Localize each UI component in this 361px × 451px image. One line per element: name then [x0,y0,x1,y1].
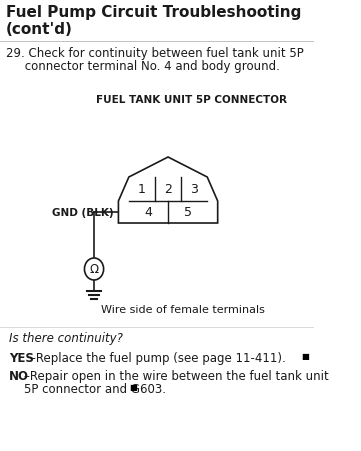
Text: 5: 5 [184,206,192,219]
Text: FUEL TANK UNIT 5P CONNECTOR: FUEL TANK UNIT 5P CONNECTOR [96,95,287,105]
Text: Ω: Ω [90,263,99,276]
Text: Is there continuity?: Is there continuity? [9,331,123,344]
Text: –Repair open in the wire between the fuel tank unit: –Repair open in the wire between the fue… [25,369,329,382]
Text: Wire side of female terminals: Wire side of female terminals [101,304,265,314]
Polygon shape [118,158,218,224]
Text: –Replace the fuel pump (see page 11-411).: –Replace the fuel pump (see page 11-411)… [30,351,285,364]
Text: YES: YES [9,351,34,364]
Text: ■: ■ [301,351,309,360]
Text: Fuel Pump Circuit Troubleshooting: Fuel Pump Circuit Troubleshooting [6,5,301,20]
Circle shape [84,258,104,281]
Text: 4: 4 [144,206,152,219]
Text: 29. Check for continuity between fuel tank unit 5P: 29. Check for continuity between fuel ta… [6,47,304,60]
Text: (cont'd): (cont'd) [6,22,73,37]
Text: NO: NO [9,369,29,382]
Text: 2: 2 [164,183,172,196]
Text: 5P connector and G603.: 5P connector and G603. [25,382,166,395]
Text: connector terminal No. 4 and body ground.: connector terminal No. 4 and body ground… [6,60,280,73]
Text: 1: 1 [138,183,146,196]
Text: 3: 3 [190,183,198,196]
Text: ■: ■ [129,382,137,391]
Text: GND (BLK): GND (BLK) [52,207,113,217]
